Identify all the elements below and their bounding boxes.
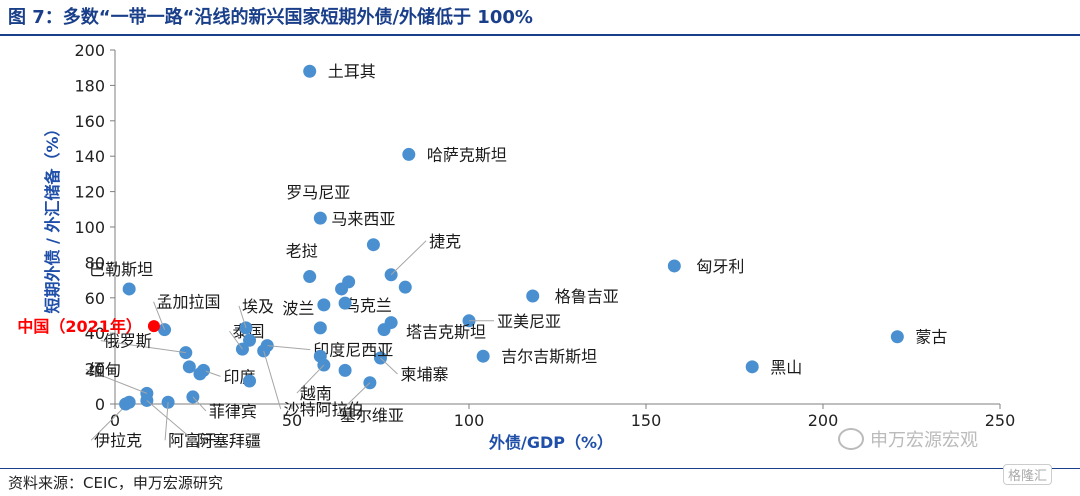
x-axis-title: 外债/GDP（%） [488,433,613,452]
x-tick-label: 150 [631,411,662,430]
point-label: 沙特阿拉伯 [284,400,364,419]
title-rule [0,34,1080,36]
y-tick-label: 0 [95,395,105,414]
scatter-chart: 0 20 40 60 80 100 120 140 160 180 200 0 50 100 150 200 2… [17,41,1016,452]
data-point [526,289,540,303]
data-point [122,282,136,296]
point-label: 孟加拉国 [157,293,221,312]
point-label: 巴勒斯坦 [89,260,153,279]
data-point [402,147,416,161]
x-tick-label: 50 [282,411,302,430]
y-tick-label: 100 [74,218,105,237]
data-point [476,349,490,363]
point-label: 马来西亚 [331,210,395,229]
x-tick-label: 200 [808,411,839,430]
data-point [193,367,207,381]
data-point [303,64,317,78]
y-tick-label: 20 [85,360,105,379]
data-point [119,397,133,411]
point-label: 越南 [300,384,332,403]
highlight-point [147,320,160,333]
point-label: 塔吉克斯坦 [406,323,486,342]
y-tick-label: 120 [74,183,105,202]
watermark: 申万宏源宏观 [838,426,978,452]
leader-line [203,369,221,377]
point-label: 乌克兰 [344,296,392,315]
point-label: 印度尼西亚 [313,341,393,360]
leader-line [296,364,325,394]
leader-line [380,357,398,375]
point-label: 波兰 [282,299,314,318]
leader-line [336,382,371,416]
x-tick-label: 250 [985,411,1016,430]
point-label: 土耳其 [328,62,376,81]
data-point [745,360,759,374]
y-tick-label: 160 [74,112,105,131]
data-point [342,275,356,289]
y-tick-label: 40 [85,324,105,343]
data-point [398,280,412,294]
footer-rule [0,468,1080,469]
leader-line [238,305,247,329]
source-note: 资料来源：CEIC，申万宏源研究 [8,474,223,492]
point-label: 柬埔寨 [401,365,449,384]
point-label: 阿富汗 [168,431,216,450]
point-label: 黑山 [770,358,802,377]
data-point [313,211,327,225]
point-label: 蒙古 [915,328,947,347]
point-label: 格鲁吉亚 [555,287,619,306]
point-label: 捷克 [429,232,461,251]
leader-line [85,368,148,394]
point-label: 吉尔吉斯斯坦 [501,347,597,366]
leader-line [164,402,169,441]
point-label: 老挝 [286,242,318,261]
leader-line [153,301,166,330]
leader-line [100,340,186,354]
point-label: 哈萨克斯坦 [427,145,507,164]
data-point [317,298,331,312]
point-label: 俄罗斯 [104,332,152,351]
point-label: 亚美尼亚 [497,312,561,331]
leader-line [390,240,427,276]
source-badge: 格隆汇 [1003,464,1053,485]
y-tick-label: 80 [85,253,105,272]
data-point [366,238,380,252]
point-label: 埃及 [242,297,274,316]
point-label: 缅甸 [89,360,121,379]
data-point [243,374,257,388]
data-point [890,330,904,344]
data-point [243,333,257,347]
y-tick-label: 180 [74,76,105,95]
data-point [338,363,352,377]
point-label: 伊拉克 [94,431,142,450]
y-tick-label: 200 [74,41,105,60]
data-point [667,259,681,273]
data-point [338,296,352,310]
data-point [182,360,196,374]
point-label: 菲律宾 [209,402,257,421]
data-point [313,321,327,335]
point-label: 塞尔维亚 [340,406,404,425]
leader-line [263,350,282,410]
point-label: 罗马尼亚 [286,183,350,202]
leader-line [192,396,207,412]
y-axis-title: 短期外债 / 外汇储备（%） [43,120,62,313]
x-tick-label: 0 [110,411,120,430]
wechat-icon [838,428,864,450]
leader-line [267,345,311,351]
y-tick-label: 140 [74,147,105,166]
x-tick-label: 100 [454,411,485,430]
leader-line [229,330,243,350]
data-point [313,349,327,363]
point-label: 匈牙利 [696,257,744,276]
point-label: 中国（2021年） [17,317,142,336]
leader-line [146,400,195,441]
watermark-text: 申万宏源宏观 [870,430,978,451]
point-label: 阿塞拜疆 [197,431,261,450]
data-point [303,270,317,284]
y-tick-label: 60 [85,289,105,308]
figure-title: 图 7：多数“一带一路“沿线的新兴国家短期外债/外储低于 100% [8,7,533,28]
data-point [384,316,398,330]
